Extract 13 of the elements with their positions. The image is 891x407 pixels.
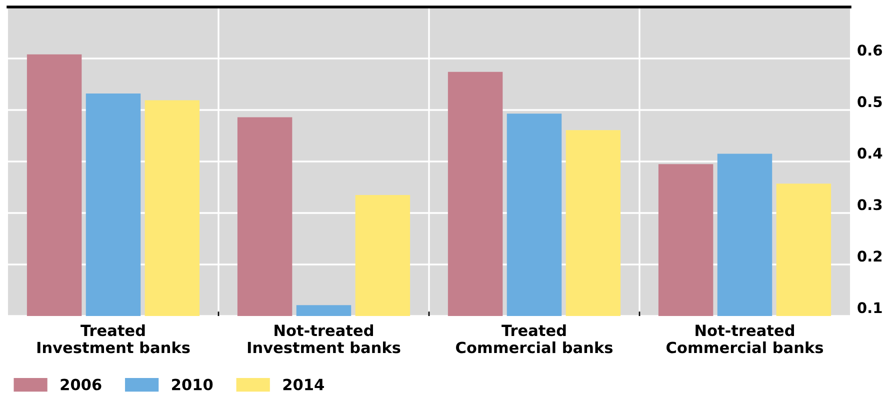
x-tick-label: Not-treated Commercial banks: [666, 324, 824, 354]
legend-label: 2010: [172, 378, 213, 390]
y-tick-label: 0.5: [858, 96, 882, 108]
y-tick-label: 0.3: [858, 199, 882, 210]
legend-label: 2006: [60, 378, 102, 390]
x-tick-label: Treated Investment banks: [37, 324, 190, 354]
x-tick-label: Not-treated Investment banks: [248, 324, 400, 354]
x-tick-label: Treated Commercial banks: [456, 324, 613, 354]
y-tick-label: 0.4: [858, 148, 882, 159]
legend-label: 2014: [283, 378, 324, 390]
y-tick-label: 0.1: [858, 302, 882, 314]
y-tick-label: 0.6: [858, 44, 882, 56]
y-tick-label: 0.2: [858, 250, 882, 262]
